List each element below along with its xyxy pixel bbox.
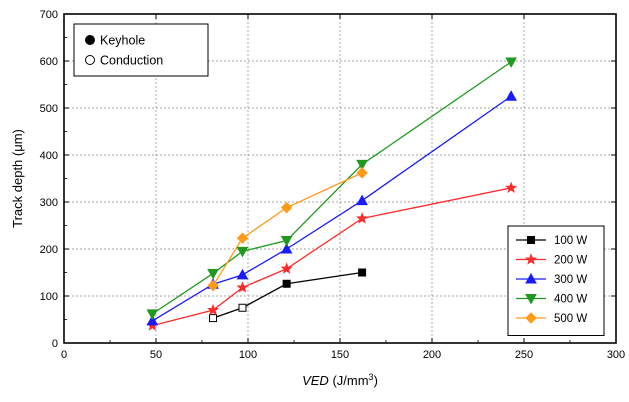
data-point [236, 281, 249, 293]
data-point [282, 279, 291, 288]
axis-ticks: 0 50 100 150 200 250 300 0 100 200 300 400 500 600 700 [40, 9, 626, 361]
marker-legend-box [73, 23, 209, 77]
data-point [505, 57, 517, 68]
data-point [280, 242, 293, 254]
x-tick-label: 0 [61, 349, 67, 361]
x-tick-label: 150 [331, 349, 349, 361]
data-point [356, 159, 368, 171]
open-circle-icon [85, 55, 95, 65]
filled-circle-icon [85, 35, 95, 45]
y-tick-label: 200 [40, 244, 58, 256]
series-line-500w [212, 172, 363, 287]
y-tick-label: 600 [40, 56, 58, 68]
data-point [207, 303, 220, 316]
legend-label: 400 W [554, 294, 587, 306]
data-point [280, 262, 293, 274]
data-point [236, 246, 249, 258]
data-point [356, 167, 368, 179]
legend-marker-swatch [525, 294, 537, 305]
legend-label: 300 W [554, 274, 587, 286]
y-tick-label: 700 [40, 9, 58, 21]
x-tick-label: 250 [515, 349, 533, 361]
series-legend: 100 W 200 W 300 W 400 W 500 W [507, 225, 605, 336]
x-axis-title-superscript: 3 [369, 372, 374, 382]
y-tick-label: 500 [40, 103, 58, 115]
x-tick-label: 100 [239, 349, 257, 361]
data-point [358, 268, 367, 277]
x-axis-title: VED (J/mm3) [302, 372, 378, 388]
y-axis-title: Track depth (μm) [10, 129, 25, 228]
x-tick-label: 300 [607, 349, 625, 361]
x-axis-title-unit: (J/mm [329, 373, 369, 388]
data-point [146, 314, 159, 326]
data-point [356, 212, 369, 224]
x-axis-title-close: ) [374, 373, 378, 388]
data-point [505, 90, 517, 101]
data-point [505, 181, 518, 194]
series-line-400w [151, 61, 512, 315]
x-axis-title-variable: VED [302, 373, 329, 388]
legend-label: 100 W [554, 235, 587, 247]
series-line-200w [152, 187, 512, 327]
series-line-300w [151, 95, 512, 322]
data-point [280, 236, 293, 247]
legend-label: 500 W [554, 313, 587, 325]
data-point [236, 268, 249, 280]
series-line-100w [212, 271, 363, 319]
y-tick-label: 300 [40, 197, 58, 209]
data-point [209, 314, 218, 323]
data-point [236, 232, 249, 244]
series-markers [146, 57, 518, 331]
data-point [238, 303, 247, 312]
legend-marker-swatch [525, 272, 537, 284]
legend-marker-swatch [527, 236, 535, 244]
data-point [207, 268, 219, 280]
series-lines [151, 61, 512, 327]
data-point [280, 201, 293, 214]
y-tick-label: 0 [52, 338, 58, 350]
legend-marker-swatch [524, 253, 538, 265]
x-tick-label: 200 [423, 349, 441, 361]
series-legend-box [507, 225, 605, 336]
y-tick-label: 100 [40, 291, 58, 303]
data-point [146, 309, 159, 320]
data-point [356, 194, 368, 206]
marker-legend-label: Conduction [100, 54, 163, 68]
legend-marker-swatch [525, 312, 537, 324]
grid [64, 14, 616, 343]
legend-label: 200 W [554, 255, 587, 267]
marker-legend-label: Keyhole [100, 34, 145, 48]
marker-type-legend: Keyhole Conduction [73, 23, 209, 77]
y-tick-label: 400 [40, 150, 58, 162]
data-point [207, 279, 219, 292]
x-tick-label: 50 [150, 349, 162, 361]
